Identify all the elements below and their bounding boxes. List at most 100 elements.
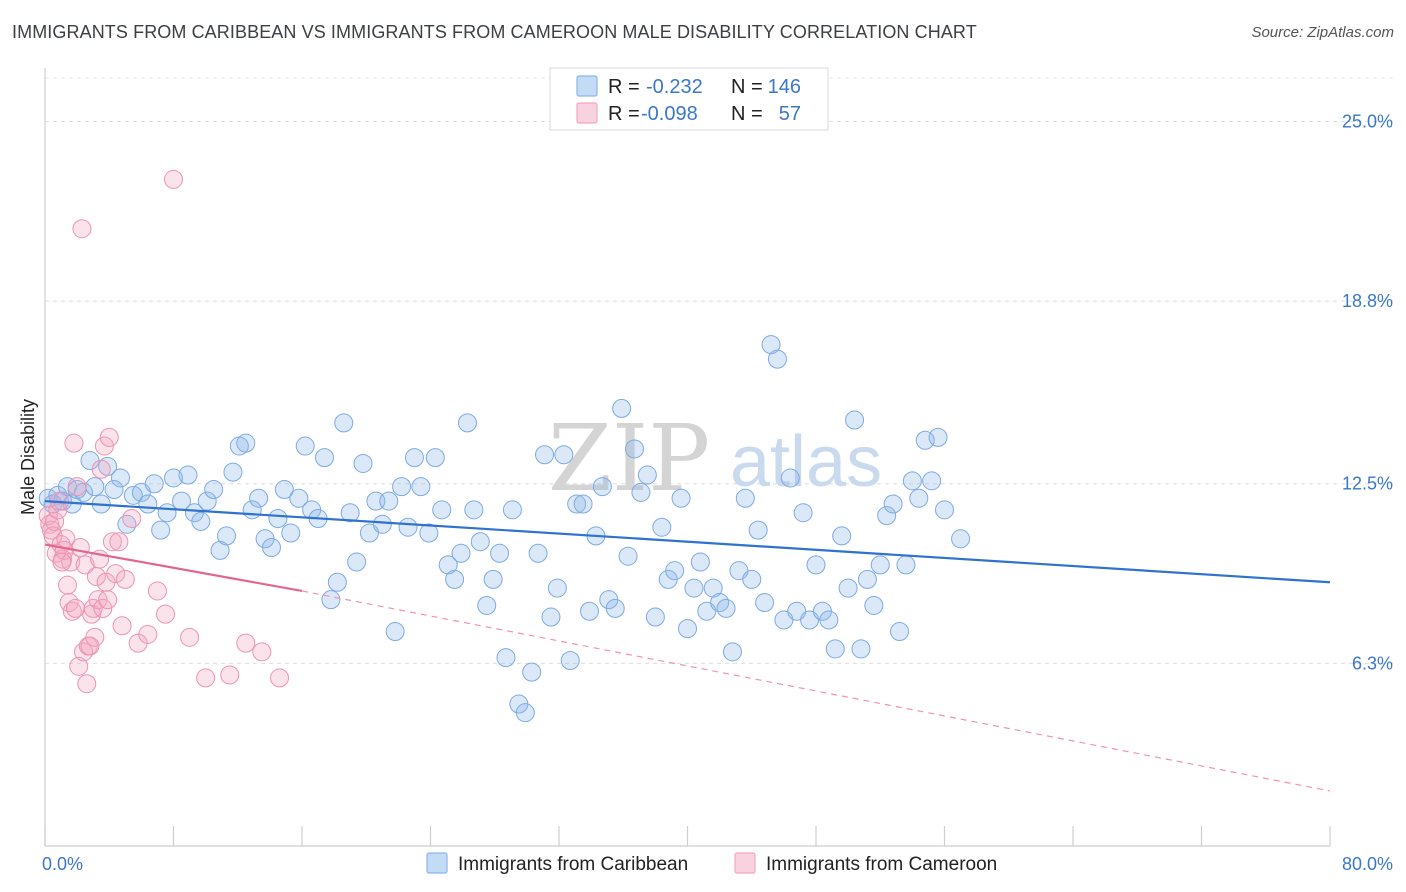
point-caribbean <box>612 398 632 418</box>
point-cameroon <box>115 569 135 589</box>
point-caribbean <box>522 662 542 682</box>
point-caribbean <box>767 349 787 369</box>
point-cameroon <box>122 509 142 529</box>
point-caribbean <box>281 523 301 543</box>
point-caribbean <box>541 607 561 627</box>
legend-n-label-cameroon: N = <box>731 103 763 125</box>
point-caribbean <box>825 639 845 659</box>
point-caribbean <box>210 540 230 560</box>
point-cameroon <box>109 532 129 552</box>
point-caribbean <box>496 648 516 668</box>
point-caribbean <box>334 413 354 433</box>
point-cameroon <box>88 590 108 610</box>
point-caribbean <box>197 491 217 511</box>
bottom-legend-swatch-cameroon <box>734 852 756 874</box>
point-caribbean <box>624 439 644 459</box>
watermark: ZIP atlas <box>548 405 882 512</box>
point-caribbean <box>678 619 697 639</box>
point-caribbean <box>922 471 942 491</box>
point-caribbean <box>915 430 935 450</box>
point-cameroon <box>77 674 97 694</box>
point-cameroon <box>57 575 77 595</box>
point-cameroon <box>72 219 92 239</box>
point-caribbean <box>411 477 431 497</box>
x-tick-label-max: 80.0% <box>1342 854 1393 874</box>
point-cameroon <box>91 459 111 479</box>
point-caribbean <box>477 595 497 615</box>
y-tick-labels: 6.3% 12.5% 18.8% 25.0% <box>1342 111 1393 673</box>
point-caribbean <box>618 546 638 566</box>
point-caribbean <box>445 569 465 589</box>
point-caribbean <box>780 468 800 488</box>
chart-title: IMMIGRANTS FROM CARIBBEAN VS IMMIGRANTS … <box>12 22 977 42</box>
point-caribbean <box>703 578 723 598</box>
point-caribbean <box>928 427 948 447</box>
bottom-legend-label-cameroon: Immigrants from Cameroon <box>766 854 997 875</box>
point-caribbean <box>665 561 685 581</box>
point-cameroon <box>236 633 256 653</box>
point-caribbean <box>490 543 510 563</box>
y-tick-label: 25.0% <box>1342 111 1393 131</box>
point-caribbean <box>652 517 672 537</box>
point-caribbean <box>464 500 484 520</box>
point-caribbean <box>515 703 535 723</box>
point-caribbean <box>321 590 341 610</box>
point-cameroon <box>196 668 216 688</box>
point-caribbean <box>870 555 890 575</box>
point-cameroon <box>155 604 175 624</box>
point-cameroon <box>252 642 272 662</box>
point-caribbean <box>327 572 347 592</box>
trend-lines <box>44 500 1331 792</box>
point-cameroon <box>93 598 113 618</box>
trend-line-cameroon <box>44 543 303 593</box>
point-cameroon <box>52 552 72 572</box>
point-caribbean <box>191 511 211 531</box>
point-caribbean <box>144 474 164 494</box>
point-caribbean <box>722 642 742 662</box>
point-caribbean <box>554 445 574 465</box>
point-caribbean <box>110 468 130 488</box>
point-caribbean <box>217 526 237 546</box>
y-axis-title: Male Disability <box>18 399 38 515</box>
point-caribbean <box>637 465 657 485</box>
point-caribbean <box>249 488 269 508</box>
point-caribbean <box>684 578 704 598</box>
point-caribbean <box>819 610 839 630</box>
point-cameroon <box>106 564 126 584</box>
point-cameroon <box>75 555 95 575</box>
point-cameroon <box>67 477 87 497</box>
point-caribbean <box>761 335 781 355</box>
point-caribbean <box>671 488 691 508</box>
point-cameroon <box>164 169 183 189</box>
bottom-legend-label-caribbean: Immigrants from Caribbean <box>458 854 688 875</box>
point-cameroon <box>147 581 167 601</box>
point-caribbean <box>314 448 334 468</box>
point-caribbean <box>274 480 294 500</box>
point-caribbean <box>295 436 315 456</box>
legend-r-label-caribbean: R = <box>608 76 640 98</box>
watermark-atlas: atlas <box>730 422 882 502</box>
point-caribbean <box>223 462 243 482</box>
point-caribbean <box>845 410 865 430</box>
point-caribbean <box>909 488 929 508</box>
point-caribbean <box>372 514 392 534</box>
x-ticks <box>44 826 1331 846</box>
point-cameroon <box>99 427 119 447</box>
point-caribbean <box>645 607 665 627</box>
trend-line-cameroon-extrapolated <box>301 590 1331 792</box>
point-cameroon <box>94 436 114 456</box>
point-caribbean <box>902 471 922 491</box>
point-caribbean <box>742 569 762 589</box>
point-caribbean <box>483 569 503 589</box>
point-caribbean <box>580 601 600 621</box>
point-caribbean <box>567 494 587 514</box>
point-caribbean <box>883 494 903 514</box>
y-tick-label: 12.5% <box>1342 474 1393 494</box>
point-caribbean <box>592 477 612 497</box>
point-caribbean <box>896 555 916 575</box>
point-caribbean <box>385 622 405 642</box>
point-cameroon <box>112 616 132 636</box>
point-cameroon <box>270 668 290 688</box>
point-caribbean <box>157 503 177 523</box>
legend-r-value-cameroon: -0.098 <box>641 103 698 125</box>
